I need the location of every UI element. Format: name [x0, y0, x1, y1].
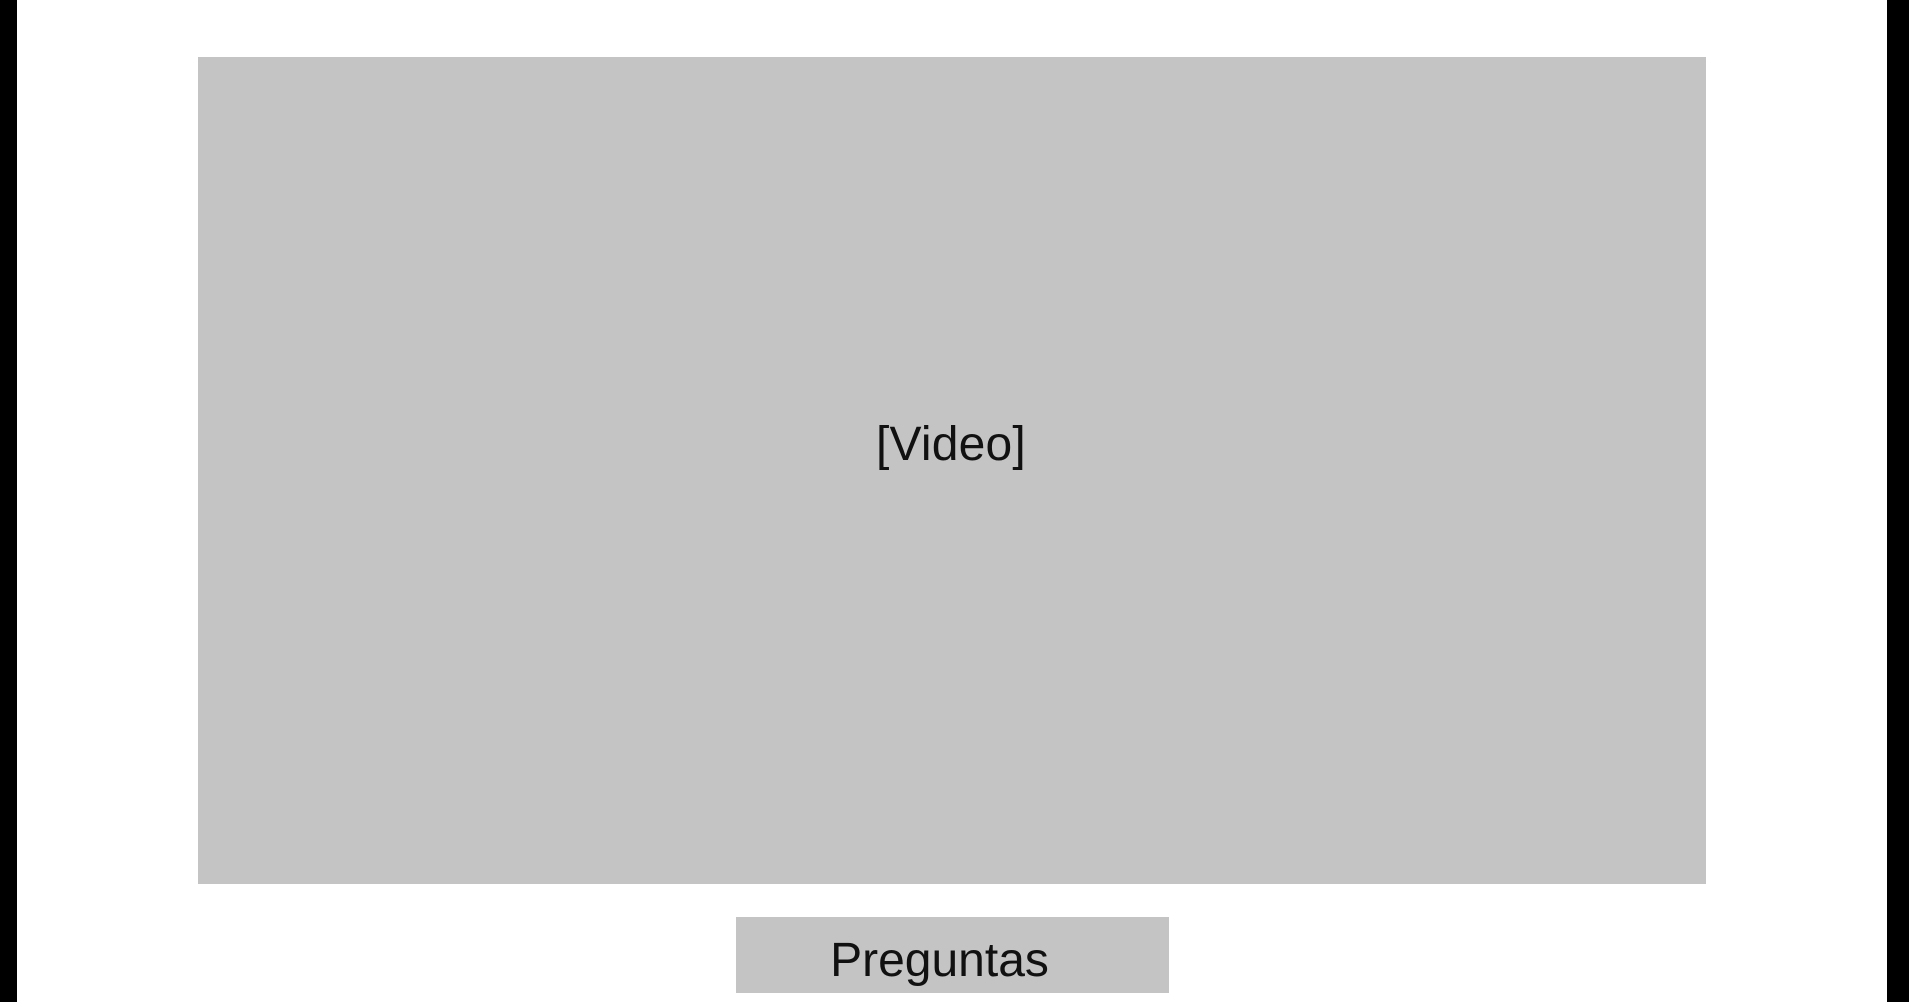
questions-button-label: Preguntas: [830, 933, 1049, 987]
page-canvas: [Video] Preguntas: [17, 0, 1887, 1002]
video-player[interactable]: [Video]: [198, 57, 1706, 884]
video-placeholder-label: [Video]: [876, 418, 1026, 471]
questions-button[interactable]: Preguntas: [736, 917, 1169, 993]
